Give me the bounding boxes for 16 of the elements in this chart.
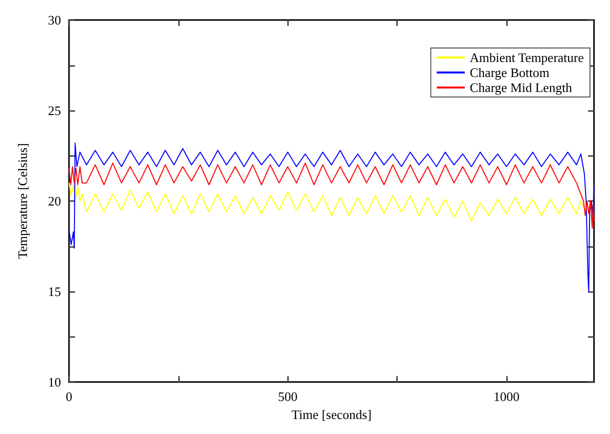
x-tick-label: 0: [66, 389, 72, 404]
legend-label: Charge Mid Length: [470, 80, 573, 95]
x-axis-title: Time [seconds]: [291, 407, 372, 422]
y-axis-title: Temperature [Celsius]: [15, 143, 30, 259]
line-series: [68, 162, 594, 229]
legend-label: Charge Bottom: [470, 65, 550, 80]
y-tick-label: 25: [48, 103, 61, 118]
y-tick-label: 30: [48, 12, 61, 28]
y-tick-label: 20: [48, 194, 61, 209]
y-tick-label: 10: [48, 374, 61, 390]
legend-label: Ambient Temperature: [470, 50, 584, 65]
line-series: [68, 142, 594, 292]
x-tick-label: 1000: [494, 389, 520, 404]
line-series: [68, 182, 590, 222]
y-tick-label: 15: [48, 284, 61, 300]
x-tick-label: 500: [278, 389, 298, 404]
